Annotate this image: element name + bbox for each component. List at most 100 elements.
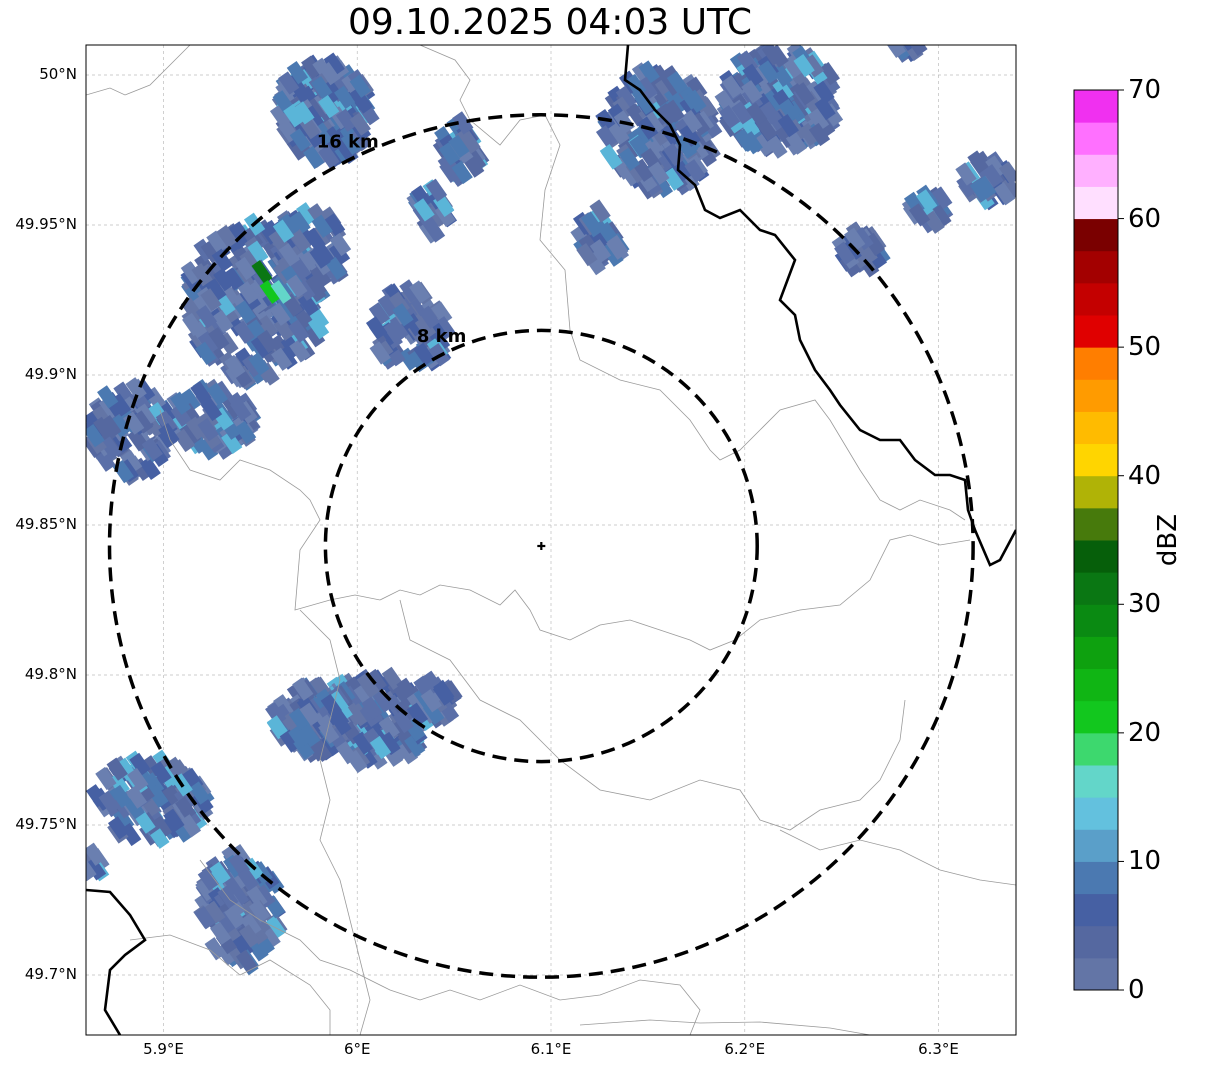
echo-cell bbox=[163, 808, 185, 832]
echo-cell bbox=[351, 90, 374, 114]
colorbar-tick-label: 10 bbox=[1128, 846, 1162, 877]
lat-tick-label: 49.75°N bbox=[15, 815, 77, 833]
echo-cell bbox=[767, 45, 789, 68]
echo-cell bbox=[127, 767, 149, 792]
echo-cell bbox=[311, 214, 333, 238]
range-ring-16km bbox=[107, 113, 975, 979]
echo-cell bbox=[742, 63, 764, 87]
echo-cell bbox=[248, 899, 271, 923]
colorbar-segment bbox=[1074, 347, 1118, 380]
echo-cell bbox=[793, 53, 815, 78]
echo-cell bbox=[195, 305, 218, 329]
echo-cell bbox=[270, 280, 292, 304]
colorbar-segment bbox=[1074, 572, 1118, 605]
echo-cell bbox=[438, 142, 461, 166]
echo-cell bbox=[170, 391, 192, 415]
colorbar-segment bbox=[1074, 732, 1118, 766]
echo-cell bbox=[106, 757, 128, 781]
echo-cell bbox=[157, 401, 179, 425]
colorbar-tick-label: 30 bbox=[1128, 589, 1162, 620]
echo-cell bbox=[906, 45, 928, 57]
borders bbox=[86, 45, 1016, 1035]
echo-cell bbox=[369, 735, 392, 760]
echo-cell bbox=[777, 113, 799, 138]
echo-cell bbox=[206, 382, 229, 406]
echo-cell bbox=[984, 155, 1007, 179]
echo-cell bbox=[301, 55, 323, 79]
figure-title: 09.10.2025 04:03 UTC bbox=[347, 2, 753, 43]
echo-cell bbox=[666, 71, 689, 95]
echo-cell bbox=[399, 279, 421, 303]
echo-cell bbox=[286, 60, 309, 85]
colorbar-tick-label: 0 bbox=[1128, 975, 1145, 1005]
lat-tick-label: 49.85°N bbox=[15, 515, 77, 533]
echo-cell bbox=[237, 867, 259, 891]
echo-cell bbox=[150, 815, 173, 840]
echo-cell bbox=[279, 729, 302, 753]
echo-cell bbox=[194, 906, 216, 930]
echo-cell bbox=[368, 302, 391, 326]
colorbar-segment bbox=[1074, 668, 1118, 702]
echo-cell bbox=[299, 702, 321, 726]
echo-cell bbox=[741, 80, 763, 104]
colorbar-frame bbox=[1073, 89, 1119, 991]
echo-cell bbox=[391, 718, 413, 742]
echo-cell bbox=[365, 316, 388, 340]
lat-tick-label: 49.8°N bbox=[24, 665, 77, 683]
echo-cell bbox=[955, 162, 977, 186]
echo-cell bbox=[758, 60, 780, 84]
echo-cell bbox=[200, 397, 223, 422]
country-border bbox=[623, 45, 1016, 567]
echo-cell bbox=[884, 45, 906, 59]
echo-cell bbox=[272, 273, 294, 297]
echo-cell bbox=[369, 341, 391, 365]
echo-cell bbox=[259, 280, 281, 304]
echo-cell bbox=[595, 125, 618, 149]
echo-cell bbox=[756, 117, 778, 141]
echo-cell bbox=[392, 709, 414, 734]
echo-cell bbox=[804, 80, 826, 105]
echo-cell bbox=[352, 731, 374, 755]
echo-cell bbox=[97, 385, 119, 409]
colorbar-segment bbox=[1074, 218, 1118, 252]
echo-cell bbox=[325, 256, 347, 281]
echo-cell bbox=[256, 329, 279, 354]
colorbar-segment bbox=[1074, 186, 1118, 220]
echo-cell bbox=[129, 752, 151, 777]
echo-cell bbox=[663, 99, 685, 123]
echo-cell bbox=[256, 315, 279, 339]
echo-cell bbox=[309, 245, 331, 269]
echo-cell bbox=[210, 921, 232, 945]
echo-cell bbox=[204, 900, 226, 925]
echo-cell bbox=[409, 280, 431, 304]
colorbar-segment bbox=[1074, 861, 1118, 895]
echo-cell bbox=[141, 437, 163, 461]
echo-cell bbox=[251, 260, 273, 284]
echo-cell bbox=[240, 913, 262, 937]
echo-cell bbox=[86, 857, 107, 881]
echo-cell bbox=[967, 150, 989, 174]
echo-cell bbox=[923, 210, 945, 234]
echo-cell bbox=[413, 198, 435, 222]
echo-cell bbox=[348, 703, 371, 727]
echo-cell bbox=[125, 785, 148, 809]
echo-cell bbox=[147, 784, 169, 809]
echo-cell bbox=[86, 857, 97, 882]
echo-cell bbox=[808, 122, 831, 147]
echo-cell bbox=[731, 101, 753, 125]
echo-cell bbox=[131, 410, 154, 434]
colorbar-segment bbox=[1074, 411, 1118, 445]
echo-cell bbox=[175, 796, 197, 820]
echo-cell bbox=[224, 905, 246, 929]
echo-cell bbox=[278, 71, 300, 95]
echo-cell bbox=[413, 342, 435, 366]
echo-cell bbox=[266, 715, 289, 739]
echo-cell bbox=[286, 274, 308, 298]
colorbar-segment bbox=[1074, 379, 1118, 412]
echo-cell bbox=[448, 134, 470, 159]
echo-cell bbox=[431, 301, 453, 325]
colorbar-segment bbox=[1074, 122, 1118, 155]
echo-cell bbox=[170, 403, 192, 427]
echo-cell bbox=[236, 949, 258, 973]
echo-cell bbox=[297, 292, 320, 317]
